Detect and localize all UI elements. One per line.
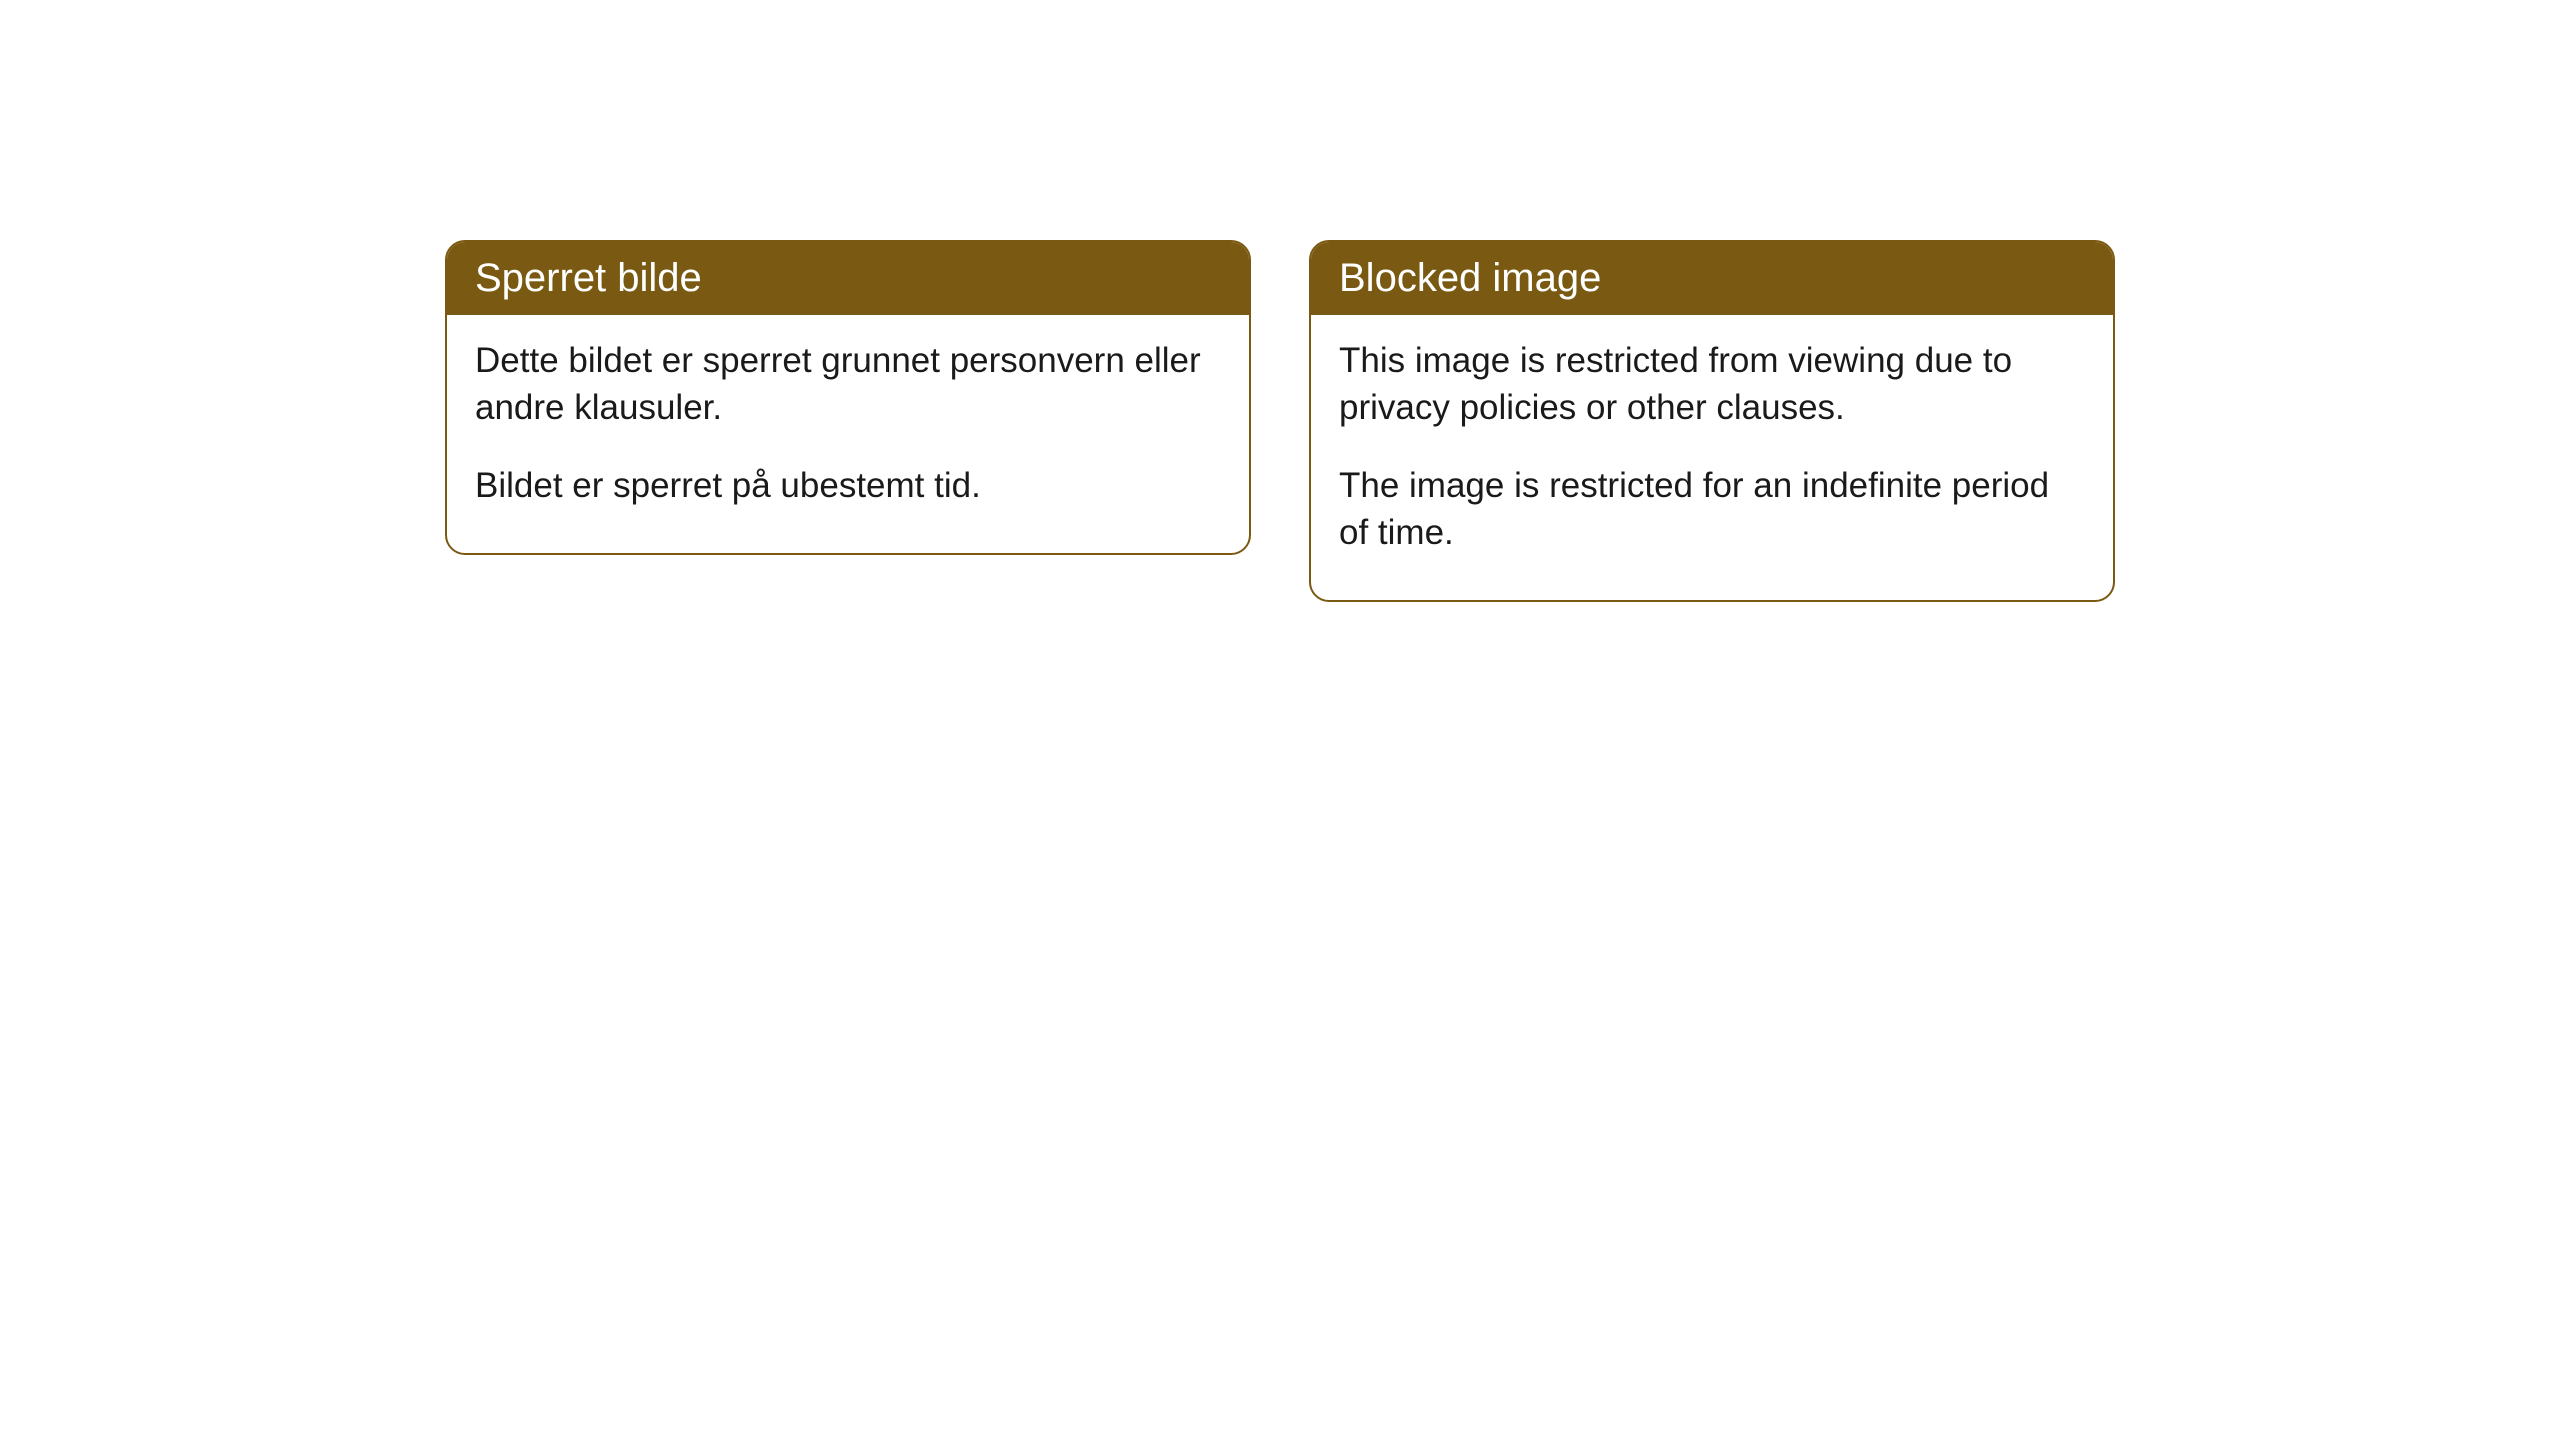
card-title-english: Blocked image: [1339, 256, 1601, 300]
card-paragraph-1-english: This image is restricted from viewing du…: [1339, 337, 2085, 432]
card-paragraph-2-english: The image is restricted for an indefinit…: [1339, 462, 2085, 557]
card-header-norwegian: Sperret bilde: [447, 242, 1249, 315]
card-header-english: Blocked image: [1311, 242, 2113, 315]
card-paragraph-2-norwegian: Bildet er sperret på ubestemt tid.: [475, 462, 1221, 509]
notification-cards-container: Sperret bilde Dette bildet er sperret gr…: [445, 240, 2115, 1440]
blocked-image-card-english: Blocked image This image is restricted f…: [1309, 240, 2115, 602]
card-body-english: This image is restricted from viewing du…: [1311, 315, 2113, 600]
card-paragraph-1-norwegian: Dette bildet er sperret grunnet personve…: [475, 337, 1221, 432]
card-body-norwegian: Dette bildet er sperret grunnet personve…: [447, 315, 1249, 553]
blocked-image-card-norwegian: Sperret bilde Dette bildet er sperret gr…: [445, 240, 1251, 555]
card-title-norwegian: Sperret bilde: [475, 256, 702, 300]
